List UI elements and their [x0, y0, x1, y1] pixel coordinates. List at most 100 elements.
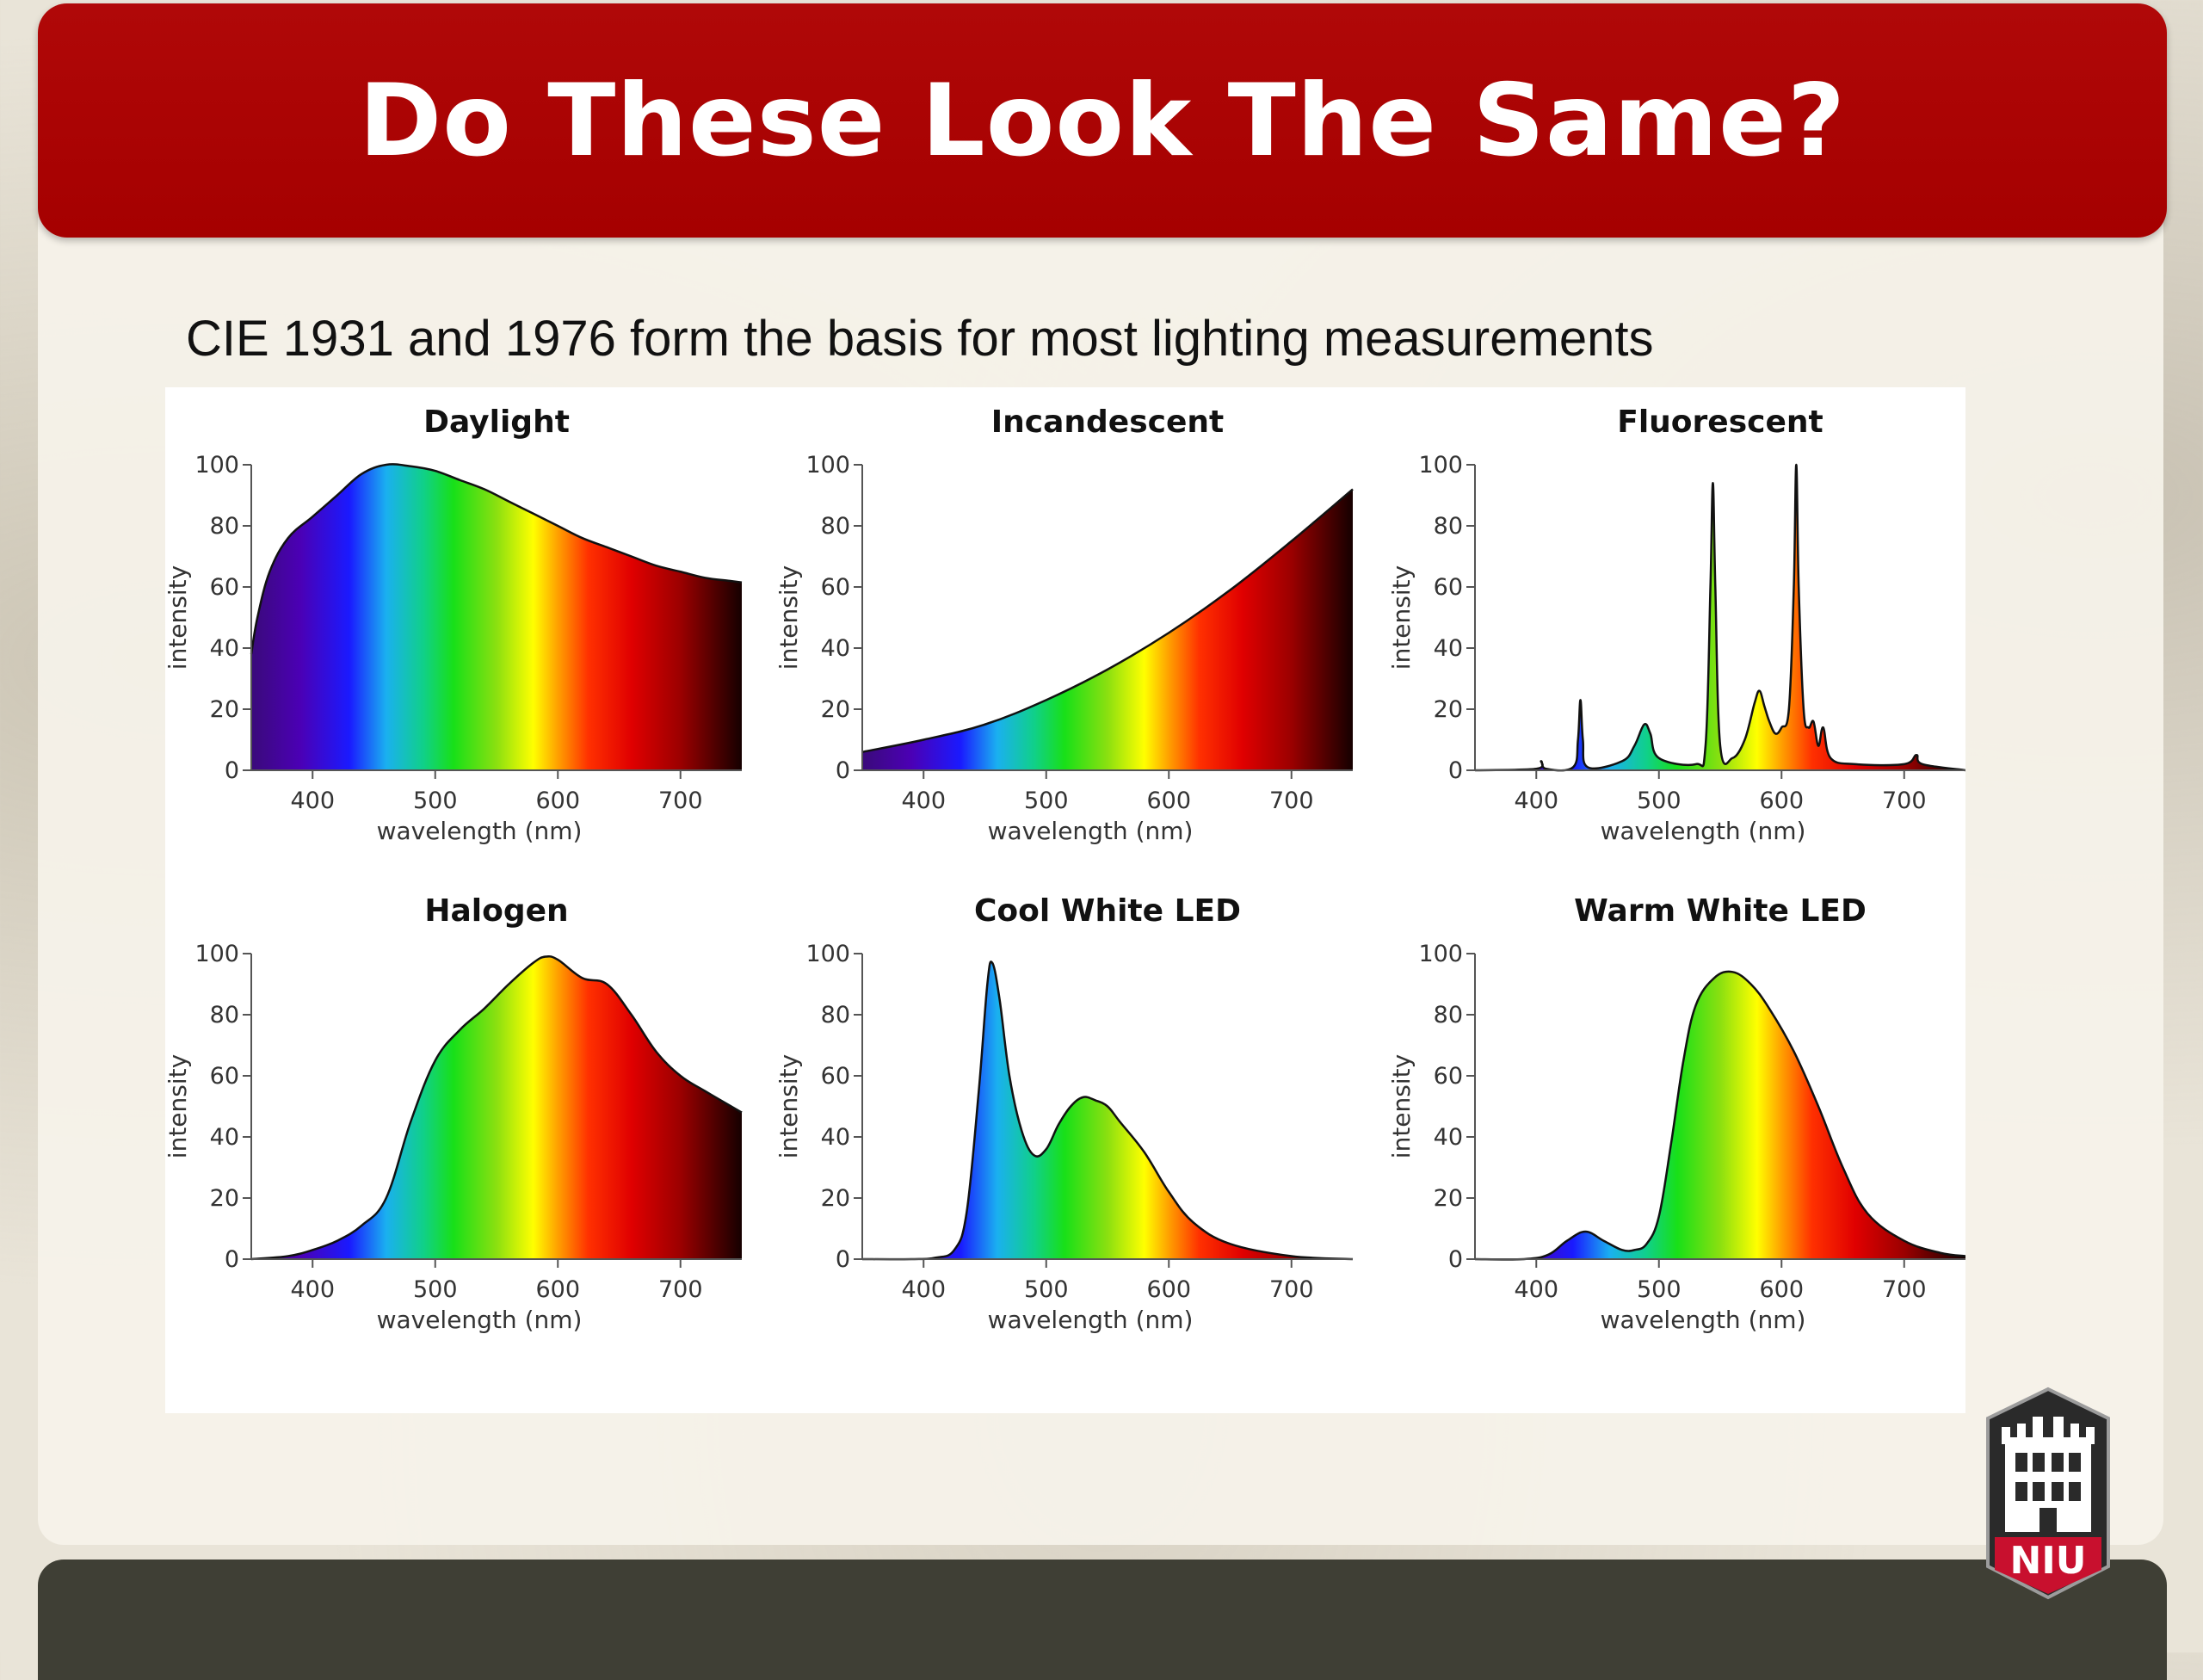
spectrum-line	[861, 488, 1354, 753]
chart-0: Daylight 0 20 40 60 80 100 400 500 600 700 waveleng…	[165, 405, 743, 845]
y-tick-label: 0	[225, 1246, 239, 1273]
y-tick-label: 0	[1448, 757, 1463, 784]
chart-1: Incandescent 0 20 40 60 80 100 400 500 600 700 wave…	[774, 405, 1354, 845]
spectrum-line	[861, 960, 1354, 1261]
y-tick-label: 60	[210, 574, 239, 601]
y-tick-label: 80	[210, 1002, 239, 1028]
title-bar: Do These Look The Same?	[38, 3, 2167, 238]
chart-title: Incandescent	[991, 405, 1225, 440]
x-tick-label: 400	[901, 788, 946, 814]
chart-title: Daylight	[423, 405, 570, 440]
y-tick-label: 100	[805, 941, 850, 967]
y-tick-label: 40	[1434, 1124, 1463, 1151]
x-tick-label: 700	[1882, 788, 1927, 814]
y-axis-label: intensity	[1387, 565, 1416, 670]
y-axis-label: intensity	[1387, 1054, 1416, 1158]
y-tick-label: 40	[210, 1124, 239, 1151]
y-tick-label: 80	[210, 513, 239, 540]
x-tick-label: 600	[535, 1276, 580, 1303]
y-tick-label: 0	[836, 1246, 850, 1273]
x-tick-label: 600	[1759, 1276, 1804, 1303]
spectrum-area	[251, 464, 742, 770]
slide-title: Do These Look The Same?	[358, 62, 1847, 179]
x-tick-label: 400	[1514, 788, 1558, 814]
x-axis-label: wavelength (nm)	[377, 817, 583, 845]
slide-subtitle: CIE 1931 and 1976 form the basis for mos…	[186, 311, 1654, 367]
niu-logo-icon: NIU	[1986, 1387, 2110, 1600]
y-tick-label: 0	[225, 757, 239, 784]
x-axis-label: wavelength (nm)	[988, 1306, 1194, 1334]
x-tick-label: 500	[1024, 788, 1069, 814]
spectrum-area	[1475, 465, 1965, 771]
y-tick-label: 20	[821, 696, 850, 723]
x-tick-label: 600	[1146, 788, 1191, 814]
x-tick-label: 700	[1882, 1276, 1927, 1303]
y-tick-label: 40	[821, 1124, 850, 1151]
x-axis-label: wavelength (nm)	[1601, 1306, 1806, 1334]
x-tick-label: 500	[1637, 1276, 1682, 1303]
x-tick-label: 500	[413, 1276, 458, 1303]
chart-title: Halogen	[424, 893, 568, 929]
x-axis-label: wavelength (nm)	[988, 817, 1194, 845]
y-tick-label: 20	[821, 1185, 850, 1212]
y-tick-label: 20	[1434, 696, 1463, 723]
x-axis-label: wavelength (nm)	[377, 1306, 583, 1334]
x-tick-label: 400	[290, 788, 335, 814]
x-tick-label: 400	[1514, 1276, 1558, 1303]
spectrum-line	[1474, 463, 1965, 772]
y-tick-label: 60	[821, 1063, 850, 1090]
y-tick-label: 40	[821, 635, 850, 662]
y-tick-label: 100	[1418, 452, 1463, 479]
x-tick-label: 600	[1759, 788, 1804, 814]
y-axis-label: intensity	[165, 565, 192, 670]
y-tick-label: 20	[1434, 1185, 1463, 1212]
y-tick-label: 100	[194, 941, 239, 967]
y-tick-label: 0	[1448, 1246, 1463, 1273]
spectrum-area	[251, 956, 742, 1259]
y-tick-label: 0	[836, 757, 850, 784]
y-axis-label: intensity	[165, 1054, 192, 1158]
y-tick-label: 20	[210, 696, 239, 723]
spectrum-area	[862, 489, 1353, 770]
chart-2: Fluorescent 0 20 40 60 80 100 400 500 600 700 wavel…	[1387, 405, 1965, 845]
y-axis-label: intensity	[774, 565, 803, 670]
y-tick-label: 100	[1418, 941, 1463, 967]
x-tick-label: 500	[1637, 788, 1682, 814]
chart-4: Cool White LED 0 20 40 60 80 100 400 500 600 700 wa…	[774, 893, 1354, 1334]
x-tick-label: 600	[1146, 1276, 1191, 1303]
y-tick-label: 60	[1434, 1063, 1463, 1090]
spectrum-area	[862, 961, 1353, 1260]
x-tick-label: 700	[658, 788, 703, 814]
x-tick-label: 400	[290, 1276, 335, 1303]
footer-bar	[38, 1560, 2167, 1680]
y-tick-label: 60	[1434, 574, 1463, 601]
x-tick-label: 700	[658, 1276, 703, 1303]
y-tick-label: 100	[194, 452, 239, 479]
x-axis-label: wavelength (nm)	[1601, 817, 1806, 845]
spectrum-line	[250, 463, 743, 655]
y-tick-label: 80	[1434, 513, 1463, 540]
y-tick-label: 80	[821, 1002, 850, 1028]
spectrum-line	[1474, 970, 1965, 1261]
y-axis-label: intensity	[774, 1054, 803, 1158]
y-tick-label: 20	[210, 1185, 239, 1212]
y-tick-label: 40	[210, 635, 239, 662]
chart-5: Warm White LED 0 20 40 60 80 100 400 500 600 700 wa…	[1387, 893, 1965, 1334]
x-tick-label: 500	[1024, 1276, 1069, 1303]
chart-3: Halogen 0 20 40 60 80 100 400 500 600 700 wavelengt…	[165, 893, 743, 1334]
spectra-chart-panel: Daylight 0 20 40 60 80 100 400 500 600 700 waveleng…	[165, 387, 1965, 1413]
y-tick-label: 40	[1434, 635, 1463, 662]
spectrum-area	[1475, 971, 1965, 1260]
svg-text:NIU: NIU	[2010, 1539, 2087, 1583]
x-tick-label: 700	[1269, 1276, 1314, 1303]
y-tick-label: 60	[821, 574, 850, 601]
y-tick-label: 100	[805, 452, 850, 479]
y-tick-label: 80	[1434, 1002, 1463, 1028]
y-tick-label: 60	[210, 1063, 239, 1090]
y-tick-label: 80	[821, 513, 850, 540]
chart-title: Cool White LED	[974, 893, 1241, 929]
chart-title: Warm White LED	[1574, 893, 1867, 929]
x-tick-label: 600	[535, 788, 580, 814]
chart-title: Fluorescent	[1617, 405, 1823, 440]
